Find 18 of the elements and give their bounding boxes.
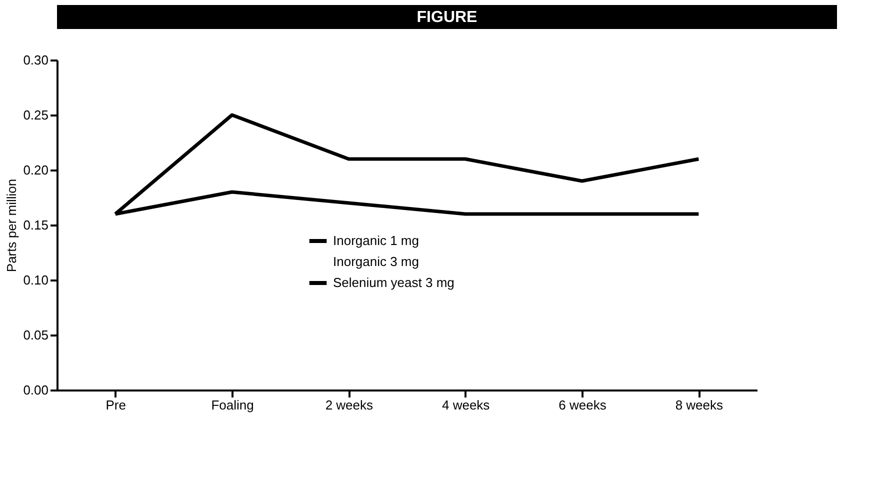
y-axis-title: Parts per million <box>4 178 20 272</box>
chart-title: FIGURE <box>416 9 478 26</box>
x-tick-label: 8 weeks <box>675 398 724 412</box>
text: Inorganic 3 mg <box>333 254 419 269</box>
y-tick-label: 0.10 <box>23 272 48 288</box>
legend-label: Inorganic 1 mg <box>333 233 419 248</box>
y-tick-label: 0.15 <box>23 218 48 232</box>
x-tick-label: 4 weeks <box>442 398 490 412</box>
y-tick-label: 0.25 <box>23 108 48 122</box>
x-tick-label: 2 weeks <box>325 398 374 412</box>
y-tick-label: 0.00 <box>23 382 48 398</box>
x-tick-label: 6 weeks <box>558 398 607 412</box>
y-tick-label: 0.30 <box>23 52 48 68</box>
x-tick-label: Foaling <box>211 398 254 412</box>
legend-label: Selenium yeast 3 mg <box>333 275 454 290</box>
y-tick-label: 0.05 <box>23 328 48 342</box>
y-tick-label: 0.20 <box>23 162 48 178</box>
x-tick-label: Pre <box>106 398 126 412</box>
